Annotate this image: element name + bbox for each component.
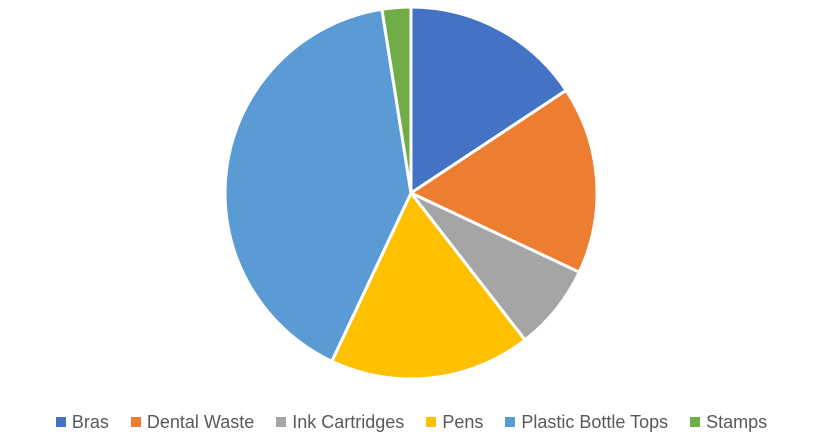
legend-label-ink-cartridges: Ink Cartridges bbox=[292, 411, 405, 432]
pie-slice-bras bbox=[409, 5, 568, 195]
legend-item-ink-cartridges: Ink Cartridges bbox=[276, 412, 404, 433]
legend-item-stamps: Stamps bbox=[690, 412, 767, 433]
legend-item-plastic-bottle-tops: Plastic Bottle Tops bbox=[505, 412, 668, 433]
legend-item-bras: Bras bbox=[55, 411, 109, 433]
pie-slice-plastic-bottle-tops bbox=[223, 7, 413, 363]
pie-slice-pens bbox=[330, 191, 527, 381]
legend-label-pens: Pens bbox=[442, 411, 484, 432]
legend-item-pens: Pens bbox=[426, 412, 483, 433]
legend-item-dental-waste: Dental Waste bbox=[130, 411, 255, 433]
legend-label-bras: Bras bbox=[71, 411, 109, 432]
legend-swatch-pens bbox=[426, 417, 437, 427]
legend-swatch-stamps bbox=[690, 417, 701, 427]
legend-swatch-plastic-bottle-tops bbox=[505, 417, 516, 427]
chart-legend: Bras Dental Waste Ink Cartridges Pens Plasti… bbox=[0, 410, 823, 434]
legend-label-dental-waste: Dental Waste bbox=[146, 411, 255, 432]
legend-swatch-ink-cartridges bbox=[276, 417, 287, 427]
legend-label-plastic-bottle-tops: Plastic Bottle Tops bbox=[521, 411, 669, 432]
legend-swatch-dental-waste bbox=[130, 417, 141, 427]
pie-slice-stamps bbox=[380, 5, 413, 195]
legend-label-stamps: Stamps bbox=[706, 411, 768, 432]
legend-swatch-bras bbox=[55, 417, 66, 427]
pie-slice-dental-waste bbox=[409, 88, 599, 274]
